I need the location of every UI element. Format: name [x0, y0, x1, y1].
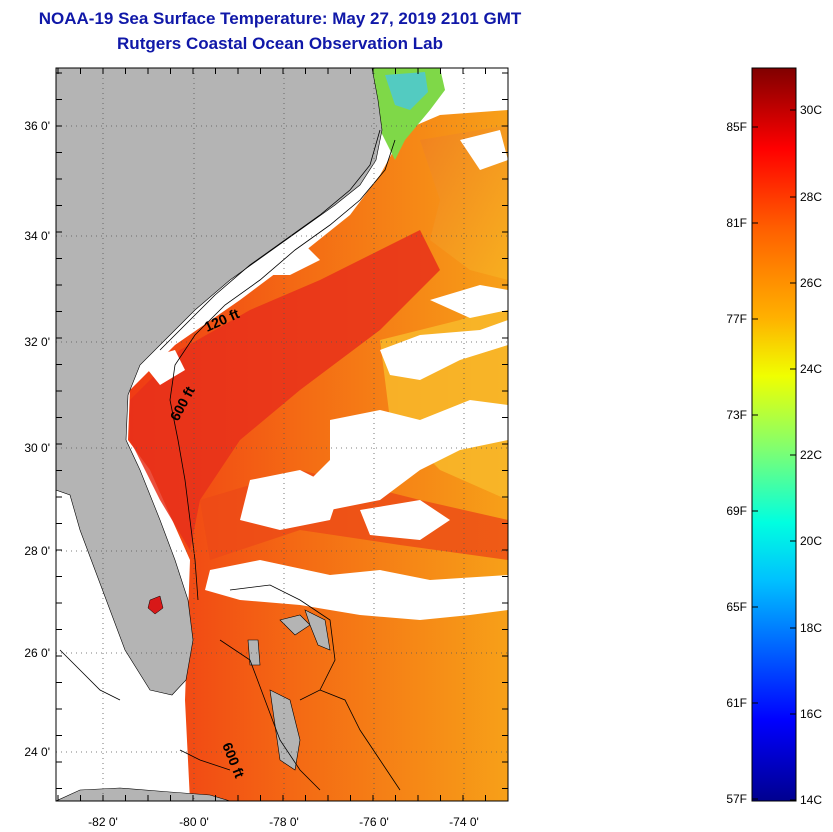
depth-contours — [59, 129, 401, 791]
fahrenheit-label: 61F — [726, 696, 747, 710]
fahrenheit-label: 77F — [726, 312, 747, 326]
fahrenheit-label: 81F — [726, 216, 747, 230]
celsius-label: 24C — [800, 362, 822, 376]
latitude-labels: 36 0' 34 0' 32 0' 30 0' 28 0' 26 0' 24 0' — [24, 119, 50, 759]
colorbar-ramp — [751, 67, 797, 802]
colorbar-fahrenheit-labels: 85F 81F 77F 73F 69F 65F 61F 57F — [726, 120, 758, 806]
graticule — [56, 68, 508, 801]
celsius-label: 26C — [800, 276, 822, 290]
cool-nearshore-water — [385, 72, 428, 110]
celsius-label: 16C — [800, 707, 822, 721]
cloud-mask — [140, 130, 508, 620]
gulf-stream-band — [130, 230, 440, 550]
latitude-tick-label: 36 0' — [24, 119, 50, 133]
lake-okeechobee — [147, 595, 164, 615]
latitude-tick-label: 32 0' — [24, 335, 50, 349]
fahrenheit-label: 85F — [726, 120, 747, 134]
longitude-labels: -82 0' -80 0' -78 0' -76 0' -74 0' — [88, 815, 479, 829]
fahrenheit-label: 69F — [726, 504, 747, 518]
map-subtitle: Rutgers Coastal Ocean Observation Lab — [117, 34, 443, 53]
celsius-label: 22C — [800, 448, 822, 462]
colorbar-celsius-labels: 30C 28C 26C 24C 22C 20C 18C 16C 14C — [790, 103, 822, 807]
map-frame — [55, 67, 509, 802]
latitude-tick-label: 28 0' — [24, 544, 50, 558]
latitude-tick-label: 34 0' — [24, 229, 50, 243]
longitude-tick-label: -80 0' — [179, 815, 209, 829]
land-cuba — [56, 787, 231, 801]
longitude-tick-label: -74 0' — [449, 815, 479, 829]
longitude-tick-label: -78 0' — [269, 815, 299, 829]
latitude-tick-label: 26 0' — [24, 646, 50, 660]
celsius-label: 14C — [800, 793, 822, 807]
land-mainland — [56, 68, 383, 696]
celsius-label: 18C — [800, 621, 822, 635]
latitude-tick-label: 24 0' — [24, 745, 50, 759]
bahamas-islands — [247, 609, 331, 771]
celsius-label: 28C — [800, 190, 822, 204]
fahrenheit-label: 73F — [726, 408, 747, 422]
map-title: NOAA-19 Sea Surface Temperature: May 27,… — [38, 9, 522, 28]
celsius-label: 20C — [800, 534, 822, 548]
fahrenheit-label: 65F — [726, 600, 747, 614]
longitude-tick-label: -76 0' — [359, 815, 389, 829]
fahrenheit-label: 57F — [726, 792, 747, 806]
latitude-tick-label: 30 0' — [24, 441, 50, 455]
celsius-label: 30C — [800, 103, 822, 117]
frame-ticks — [56, 68, 508, 801]
longitude-tick-label: -82 0' — [88, 815, 118, 829]
